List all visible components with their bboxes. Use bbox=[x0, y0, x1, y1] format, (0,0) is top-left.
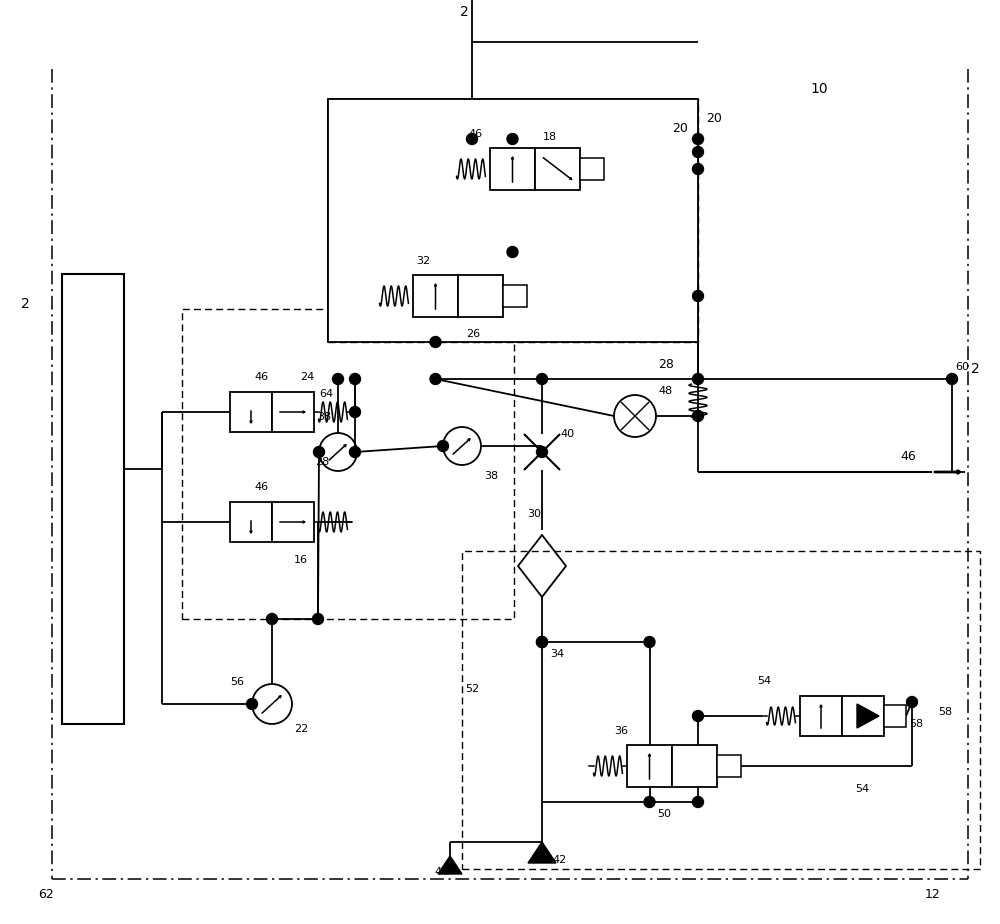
Text: 62: 62 bbox=[38, 887, 54, 901]
Circle shape bbox=[430, 373, 441, 384]
Text: 46: 46 bbox=[254, 372, 268, 382]
Text: 18: 18 bbox=[543, 132, 557, 142]
Text: 28: 28 bbox=[658, 358, 674, 371]
Circle shape bbox=[466, 133, 478, 144]
Text: 48: 48 bbox=[658, 386, 672, 396]
Polygon shape bbox=[438, 856, 462, 874]
Circle shape bbox=[536, 446, 548, 457]
Circle shape bbox=[692, 410, 704, 421]
Text: 56: 56 bbox=[230, 677, 244, 687]
Text: 36: 36 bbox=[614, 726, 628, 736]
Text: 10: 10 bbox=[810, 82, 828, 96]
Circle shape bbox=[692, 796, 704, 808]
Text: 2: 2 bbox=[21, 297, 29, 311]
Circle shape bbox=[507, 247, 518, 258]
Circle shape bbox=[692, 711, 704, 722]
Text: 40: 40 bbox=[560, 429, 574, 439]
Bar bbox=[230, 392, 272, 432]
Bar bbox=[717, 755, 741, 777]
Circle shape bbox=[946, 373, 958, 384]
Bar bbox=[580, 158, 604, 180]
Bar bbox=[462, 551, 980, 869]
Text: 50: 50 bbox=[658, 809, 672, 819]
Circle shape bbox=[906, 697, 918, 708]
Circle shape bbox=[692, 133, 704, 144]
Text: 30: 30 bbox=[527, 509, 541, 519]
Text: 32: 32 bbox=[416, 256, 430, 266]
Circle shape bbox=[692, 290, 704, 301]
Circle shape bbox=[438, 441, 448, 452]
Bar bbox=[62, 274, 124, 724]
Text: 22: 22 bbox=[294, 724, 308, 734]
Circle shape bbox=[314, 446, 324, 457]
Text: 52: 52 bbox=[465, 684, 479, 694]
Circle shape bbox=[266, 614, 278, 625]
Text: 42: 42 bbox=[552, 855, 566, 865]
Circle shape bbox=[350, 446, 360, 457]
Text: 54: 54 bbox=[757, 676, 771, 686]
Circle shape bbox=[536, 373, 548, 384]
Polygon shape bbox=[528, 842, 556, 863]
Text: 46: 46 bbox=[254, 482, 268, 492]
Circle shape bbox=[644, 796, 655, 808]
Circle shape bbox=[692, 164, 704, 175]
Bar bbox=[800, 696, 842, 736]
Polygon shape bbox=[857, 704, 879, 728]
Bar bbox=[490, 148, 535, 190]
Bar bbox=[884, 705, 906, 727]
Circle shape bbox=[536, 637, 548, 648]
Text: 46: 46 bbox=[900, 449, 916, 463]
Circle shape bbox=[692, 373, 704, 384]
Text: 2: 2 bbox=[460, 5, 468, 19]
Circle shape bbox=[350, 407, 360, 418]
Text: 54: 54 bbox=[855, 784, 869, 794]
Bar bbox=[842, 696, 884, 736]
Text: 12: 12 bbox=[925, 887, 941, 901]
Text: 20: 20 bbox=[672, 123, 688, 136]
Text: 46: 46 bbox=[468, 129, 482, 139]
Circle shape bbox=[350, 373, 360, 384]
Text: 26: 26 bbox=[466, 329, 480, 339]
Bar bbox=[458, 275, 503, 317]
Circle shape bbox=[644, 637, 655, 648]
Text: 16: 16 bbox=[294, 555, 308, 565]
Bar bbox=[672, 745, 717, 787]
Text: 58: 58 bbox=[938, 707, 952, 717]
Circle shape bbox=[430, 336, 441, 347]
Text: 20: 20 bbox=[706, 113, 722, 126]
Bar bbox=[272, 392, 314, 432]
Circle shape bbox=[692, 147, 704, 157]
Text: 24: 24 bbox=[300, 372, 314, 382]
Bar bbox=[413, 275, 458, 317]
Text: 38': 38' bbox=[317, 412, 335, 422]
Circle shape bbox=[332, 373, 344, 384]
Bar bbox=[230, 502, 272, 542]
Text: 14: 14 bbox=[68, 569, 84, 582]
Bar bbox=[182, 309, 514, 619]
Circle shape bbox=[536, 637, 548, 648]
Text: 44: 44 bbox=[435, 867, 449, 877]
Text: 28: 28 bbox=[315, 457, 329, 467]
Bar bbox=[328, 99, 698, 342]
Text: 64: 64 bbox=[319, 389, 333, 399]
Bar bbox=[503, 285, 527, 307]
Circle shape bbox=[312, 614, 324, 625]
Bar bbox=[328, 99, 698, 342]
Text: 60: 60 bbox=[955, 362, 969, 372]
Text: 58: 58 bbox=[909, 719, 923, 729]
Text: 34: 34 bbox=[550, 649, 564, 659]
Bar bbox=[627, 745, 672, 787]
Bar bbox=[272, 502, 314, 542]
Text: 2: 2 bbox=[971, 362, 979, 376]
Circle shape bbox=[507, 133, 518, 144]
Bar bbox=[535, 148, 580, 190]
Text: 38: 38 bbox=[484, 471, 498, 481]
Circle shape bbox=[246, 699, 258, 710]
